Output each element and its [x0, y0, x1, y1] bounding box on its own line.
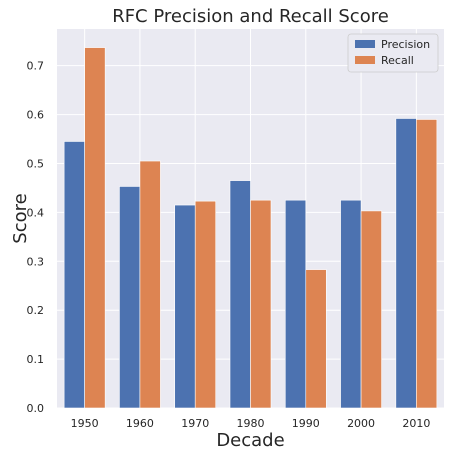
bar-recall-1960: [139, 160, 161, 409]
bar-precision-1970: [174, 204, 196, 409]
bar-recall-1980: [250, 199, 272, 409]
y-tick-label: 0.3: [27, 255, 45, 268]
x-tick-label: 1960: [126, 417, 154, 430]
y-tick-label: 0.0: [27, 402, 45, 415]
y-tick-labels: 0.0 0.1 0.2 0.3 0.4 0.5 0.6 0.7: [27, 60, 45, 415]
x-tick-label: 2000: [347, 417, 375, 430]
bar-precision-1950: [63, 141, 85, 409]
x-tick-label: 1950: [71, 417, 99, 430]
bar-precision-2000: [340, 199, 362, 409]
legend-label-recall: Recall: [381, 54, 414, 67]
x-tick-label: 1970: [181, 417, 209, 430]
bar-recall-1990: [305, 269, 327, 409]
bar-precision-1960: [119, 186, 141, 409]
legend-swatch-precision: [355, 40, 375, 48]
bar-precision-1980: [229, 180, 251, 409]
y-axis-label: Score: [10, 193, 31, 243]
x-tick-label: 2010: [402, 417, 430, 430]
legend-swatch-recall: [355, 56, 375, 64]
bar-recall-2010: [416, 119, 438, 409]
y-tick-label: 0.5: [27, 157, 45, 170]
x-tick-label: 1980: [237, 417, 265, 430]
y-tick-label: 0.6: [27, 109, 45, 122]
x-tick-labels: 1950 1960 1970 1980 1990 2000 2010: [71, 417, 431, 430]
legend: Precision Recall: [347, 33, 439, 73]
bar-precision-1990: [284, 199, 307, 409]
y-tick-label: 0.1: [27, 353, 45, 366]
x-tick-label: 1990: [292, 417, 320, 430]
x-axis-label: Decade: [216, 430, 284, 451]
chart-title: RFC Precision and Recall Score: [112, 6, 389, 27]
bar-precision-2010: [395, 118, 417, 409]
y-tick-label: 0.7: [27, 60, 45, 73]
bar-recall-2000: [360, 210, 382, 409]
bars: [63, 47, 438, 409]
bar-recall-1970: [194, 200, 217, 409]
y-tick-label: 0.4: [27, 206, 45, 219]
bar-recall-1950: [84, 47, 106, 409]
legend-label-precision: Precision: [381, 38, 430, 51]
y-tick-label: 0.2: [27, 304, 45, 317]
